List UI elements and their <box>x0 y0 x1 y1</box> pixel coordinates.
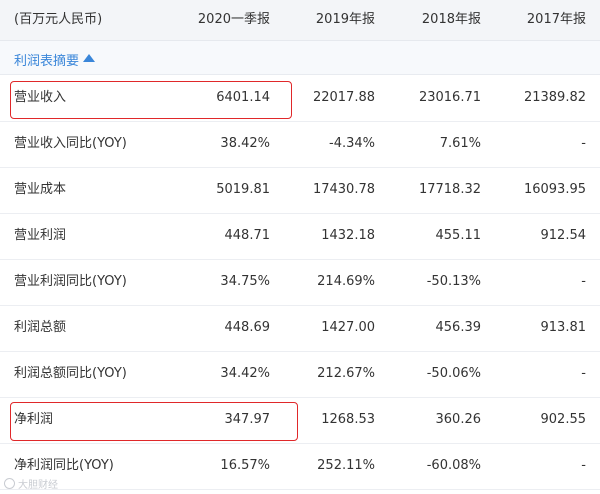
caret-up-icon <box>83 54 95 62</box>
cell-value: -50.06% <box>426 366 481 381</box>
cell-value: 360.26 <box>435 412 482 427</box>
cell-value: 16.57% <box>220 458 270 473</box>
table-row: 利润总额 448.69 1427.00 456.39 913.81 <box>0 305 600 352</box>
cell-value: 1268.53 <box>321 412 375 427</box>
section-toggle[interactable]: 利润表摘要 <box>0 41 600 75</box>
cell-value: - <box>581 366 586 381</box>
watermark-logo-icon <box>4 478 15 489</box>
highlight-box-revenue <box>10 81 292 119</box>
cell-value: 21389.82 <box>523 90 586 105</box>
section-title: 利润表摘要 <box>14 54 80 69</box>
watermark-text: 大胆财经 <box>18 480 58 491</box>
column-header-2018[interactable]: 2018年报 <box>421 12 481 27</box>
cell-value: 252.11% <box>317 458 375 473</box>
cell-value: -4.34% <box>329 136 375 151</box>
cell-value: -50.13% <box>426 274 481 289</box>
table-row: 营业成本 5019.81 17430.78 17718.32 16093.95 <box>0 167 600 214</box>
unit-label: (百万元人民币) <box>14 12 103 27</box>
cell-value: - <box>581 274 586 289</box>
row-label: 营业收入 <box>14 90 67 105</box>
table-row: 利润总额同比(YOY) 34.42% 212.67% -50.06% - <box>0 351 600 398</box>
row-label: 营业利润同比(YOY) <box>14 274 127 289</box>
cell-value: 456.39 <box>435 320 482 335</box>
row-label: 营业成本 <box>14 182 67 197</box>
highlight-box-net-profit <box>10 402 298 441</box>
row-label: 利润总额 <box>14 320 67 335</box>
table-row: 净利润同比(YOY) 16.57% 252.11% -60.08% - <box>0 443 600 490</box>
table-row: 营业收入 6401.14 22017.88 23016.71 21389.82 <box>0 75 600 122</box>
table-row: 营业利润同比(YOY) 34.75% 214.69% -50.13% - <box>0 259 600 306</box>
cell-value: 17430.78 <box>312 182 375 197</box>
cell-value: 34.75% <box>220 274 270 289</box>
cell-value: 448.71 <box>224 228 271 243</box>
cell-value: 38.42% <box>220 136 270 151</box>
cell-value: 212.67% <box>317 366 375 381</box>
cell-value: 913.81 <box>540 320 587 335</box>
row-label: 营业收入同比(YOY) <box>14 136 127 151</box>
table-header-row: (百万元人民币) 2020一季报 2019年报 2018年报 2017年报 <box>0 0 600 41</box>
watermark: 大胆财经 <box>4 476 58 491</box>
cell-value: 22017.88 <box>312 90 375 105</box>
cell-value: 912.54 <box>540 228 587 243</box>
cell-value: 448.69 <box>224 320 271 335</box>
column-header-2019[interactable]: 2019年报 <box>315 12 375 27</box>
cell-value: 455.11 <box>435 228 482 243</box>
row-label: 净利润 <box>14 412 54 427</box>
cell-value: 902.55 <box>540 412 587 427</box>
cell-value: 1427.00 <box>321 320 375 335</box>
cell-value: 6401.14 <box>216 90 270 105</box>
cell-value: -60.08% <box>426 458 481 473</box>
table-row: 营业收入同比(YOY) 38.42% -4.34% 7.61% - <box>0 121 600 168</box>
cell-value: 214.69% <box>317 274 375 289</box>
cell-value: 16093.95 <box>523 182 586 197</box>
row-label: 营业利润 <box>14 228 67 243</box>
row-label: 利润总额同比(YOY) <box>14 366 127 381</box>
cell-value: 34.42% <box>220 366 270 381</box>
cell-value: 5019.81 <box>216 182 270 197</box>
cell-value: - <box>581 136 586 151</box>
cell-value: 23016.71 <box>418 90 481 105</box>
cell-value: 1432.18 <box>321 228 375 243</box>
cell-value: 347.97 <box>224 412 271 427</box>
cell-value: - <box>581 458 586 473</box>
table-row: 净利润 347.97 1268.53 360.26 902.55 <box>0 397 600 444</box>
cell-value: 7.61% <box>439 136 481 151</box>
column-header-2020q1[interactable]: 2020一季报 <box>197 12 270 27</box>
column-header-2017[interactable]: 2017年报 <box>526 12 586 27</box>
table-row: 营业利润 448.71 1432.18 455.11 912.54 <box>0 213 600 260</box>
cell-value: 17718.32 <box>418 182 481 197</box>
row-label: 净利润同比(YOY) <box>14 458 114 473</box>
